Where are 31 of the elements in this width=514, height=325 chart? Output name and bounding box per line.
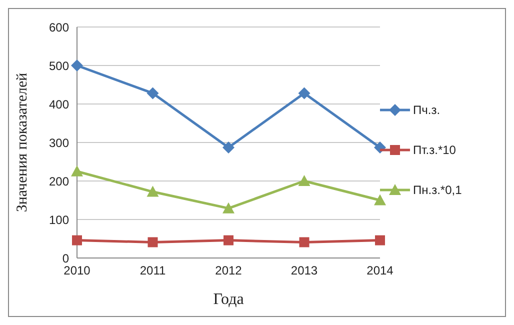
y-tick-label: 500 <box>48 58 70 73</box>
y-tick-label: 300 <box>48 136 70 150</box>
point <box>71 165 83 176</box>
point <box>146 87 159 100</box>
point <box>224 235 234 246</box>
y-axis-title: Значения показателей <box>14 72 30 212</box>
legend-label: Пн.з.*0,1 <box>413 182 462 196</box>
x-tick-label: 2014 <box>366 264 394 278</box>
point <box>299 237 310 248</box>
point <box>148 237 158 248</box>
point <box>72 235 82 246</box>
legend-label: Пч.з. <box>413 102 440 116</box>
legend-label: Пт.з.*10 <box>413 142 456 156</box>
point <box>222 202 234 214</box>
point <box>146 186 159 197</box>
y-tick-label: 600 <box>48 20 70 34</box>
y-tick-label: 200 <box>48 174 70 188</box>
x-tick-label: 2011 <box>140 264 166 278</box>
point <box>375 235 385 246</box>
point <box>222 142 234 154</box>
point <box>298 175 310 186</box>
y-tick-label: 100 <box>48 212 70 227</box>
point <box>374 194 386 206</box>
x-axis-title: Года <box>213 291 244 308</box>
y-tick-label: 0 <box>62 251 70 266</box>
point <box>298 87 310 100</box>
point <box>71 60 83 72</box>
x-tick-label: 2012 <box>215 264 242 278</box>
x-tick-label: 2013 <box>290 264 318 278</box>
y-tick-label: 400 <box>48 97 70 112</box>
x-tick-label: 2010 <box>64 264 91 278</box>
